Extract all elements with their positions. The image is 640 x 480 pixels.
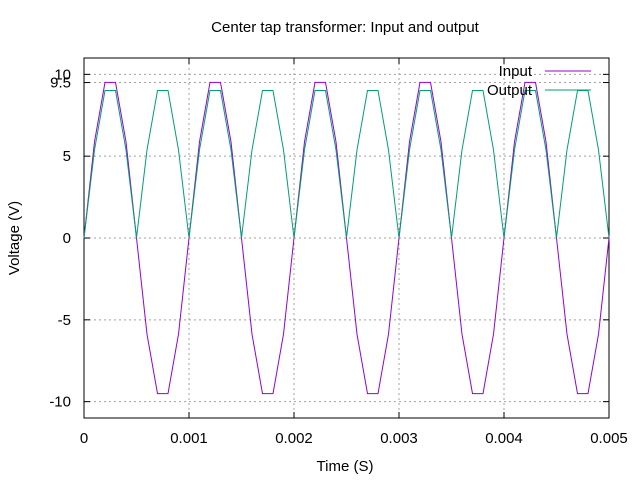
y-tick-label: 9.5 bbox=[50, 75, 71, 92]
y-tick-label: -5 bbox=[58, 312, 71, 329]
x-tick-label: 0.004 bbox=[485, 430, 523, 447]
y-axis-label: Voltage (V) bbox=[6, 201, 23, 275]
x-tick-label: 0.003 bbox=[380, 430, 418, 447]
axis-ticks: -10 -5 0 5 9.510 0 0.001 0.002 0.003 0.004 0.005 bbox=[49, 58, 628, 447]
legend-label-input: Input bbox=[499, 63, 533, 80]
legend-label-output: Output bbox=[487, 82, 533, 99]
y-tick-label: 10 bbox=[54, 66, 71, 83]
x-tick-label: 0.002 bbox=[275, 430, 313, 447]
x-tick-label: 0.005 bbox=[590, 430, 628, 447]
y-tick-label: -10 bbox=[49, 394, 71, 411]
x-axis-label: Time (S) bbox=[317, 458, 374, 475]
x-tick-label: 0 bbox=[80, 430, 88, 447]
x-tick-label: 0.001 bbox=[170, 430, 208, 447]
y-tick-label: 5 bbox=[63, 148, 71, 165]
chart-title: Center tap transformer: Input and output bbox=[211, 19, 479, 36]
series-group bbox=[83, 81, 610, 395]
legend: Input Output bbox=[487, 63, 591, 99]
series-line-output bbox=[83, 90, 610, 239]
y-tick-label: 0 bbox=[63, 230, 71, 247]
